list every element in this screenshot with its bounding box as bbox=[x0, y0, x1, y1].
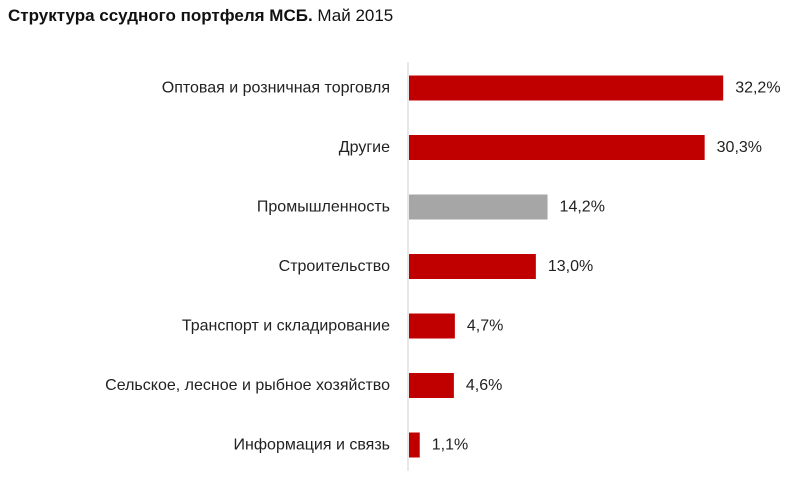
value-label: 4,7% bbox=[467, 318, 503, 335]
bar bbox=[409, 75, 724, 101]
category-label: Оптовая и розничная торговля bbox=[162, 80, 390, 97]
bar bbox=[409, 135, 705, 160]
bar bbox=[409, 432, 420, 458]
category-label: Строительство bbox=[279, 258, 390, 275]
value-label: 1,1% bbox=[432, 437, 468, 454]
bar bbox=[409, 313, 455, 339]
bar bbox=[409, 373, 454, 398]
category-label: Информация и связь bbox=[234, 437, 390, 454]
chart-subtitle: Май 2015 bbox=[317, 6, 394, 25]
bar-row: Строительство 13,0% bbox=[279, 254, 593, 279]
value-label: 32,2% bbox=[735, 80, 780, 97]
category-label: Транспорт и складирование bbox=[182, 318, 390, 335]
bars-layer: Оптовая и розничная торговля 32,2% Другие 3… bbox=[105, 75, 781, 458]
bar-row: Сельское, лесное и рыбное хозяйство 4,6% bbox=[105, 373, 502, 398]
value-label: 4,6% bbox=[466, 377, 502, 394]
chart-title-main: Структура ссудного портфеля МСБ. bbox=[8, 6, 313, 25]
value-label: 30,3% bbox=[717, 139, 762, 156]
category-label: Другие bbox=[339, 139, 390, 156]
bar-row: Промышленность 14,2% bbox=[257, 194, 605, 220]
chart-title: Структура ссудного портфеля МСБ. Май 201… bbox=[8, 6, 393, 26]
category-label: Промышленность bbox=[257, 199, 390, 216]
bar bbox=[409, 194, 548, 220]
bar bbox=[409, 254, 536, 279]
value-label: 14,2% bbox=[560, 199, 605, 216]
category-label: Сельское, лесное и рыбное хозяйство bbox=[105, 377, 390, 394]
value-label: 13,0% bbox=[548, 258, 593, 275]
bar-row: Транспорт и складирование 4,7% bbox=[182, 313, 503, 339]
bar-row: Другие 30,3% bbox=[339, 135, 762, 160]
bar-row: Оптовая и розничная торговля 32,2% bbox=[162, 75, 781, 101]
bar-row: Информация и связь 1,1% bbox=[234, 432, 468, 458]
